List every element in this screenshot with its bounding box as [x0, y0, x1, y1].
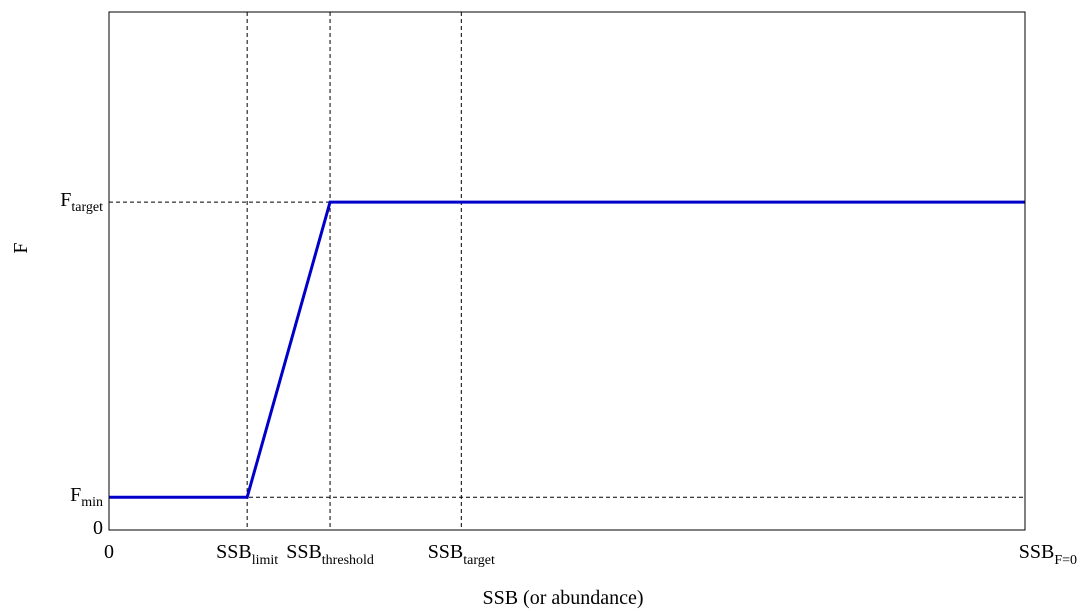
hcr-series-line-1: [109, 200, 1025, 499]
reference-lines: [109, 12, 1025, 530]
x-tick-label-4: SSBtarget: [428, 541, 495, 568]
x-tick-base: SSB: [428, 541, 464, 563]
y-axis-label: F: [10, 242, 32, 253]
x-tick-label-5: SSBF=0: [1019, 541, 1077, 568]
x-tick-base: SSB: [1019, 541, 1055, 563]
x-tick-base: 0: [104, 541, 114, 563]
y-tick-base: F: [70, 484, 81, 506]
x-tick-subscript: target: [463, 553, 495, 568]
plot-frame: [108, 11, 1026, 531]
y-tick-subscript: min: [81, 495, 103, 510]
y-tick-label-1: 0: [93, 517, 103, 539]
x-tick-label-1: 0: [104, 541, 114, 563]
x-tick-subscript: F=0: [1054, 553, 1077, 568]
x-axis-label: SSB (or abundance): [482, 587, 643, 609]
y-tick-label-3: Ftarget: [60, 189, 103, 215]
x-tick-label-2: SSBlimit: [216, 541, 278, 568]
y-tick-subscript: target: [71, 200, 103, 215]
x-tick-label-3: SSBthreshold: [286, 541, 374, 568]
y-tick-base: 0: [93, 517, 103, 539]
y-tick-base: F: [60, 189, 71, 211]
series-layer: [109, 200, 1025, 499]
x-tick-subscript: threshold: [322, 553, 374, 568]
x-tick-labels: 0 SSBlimit SSBthreshold SSBtarget SSBF=0: [104, 541, 1077, 568]
x-tick-subscript: limit: [252, 553, 279, 568]
x-tick-base: SSB: [286, 541, 322, 563]
x-tick-base: SSB: [216, 541, 252, 563]
y-tick-label-2: Fmin: [70, 484, 103, 510]
